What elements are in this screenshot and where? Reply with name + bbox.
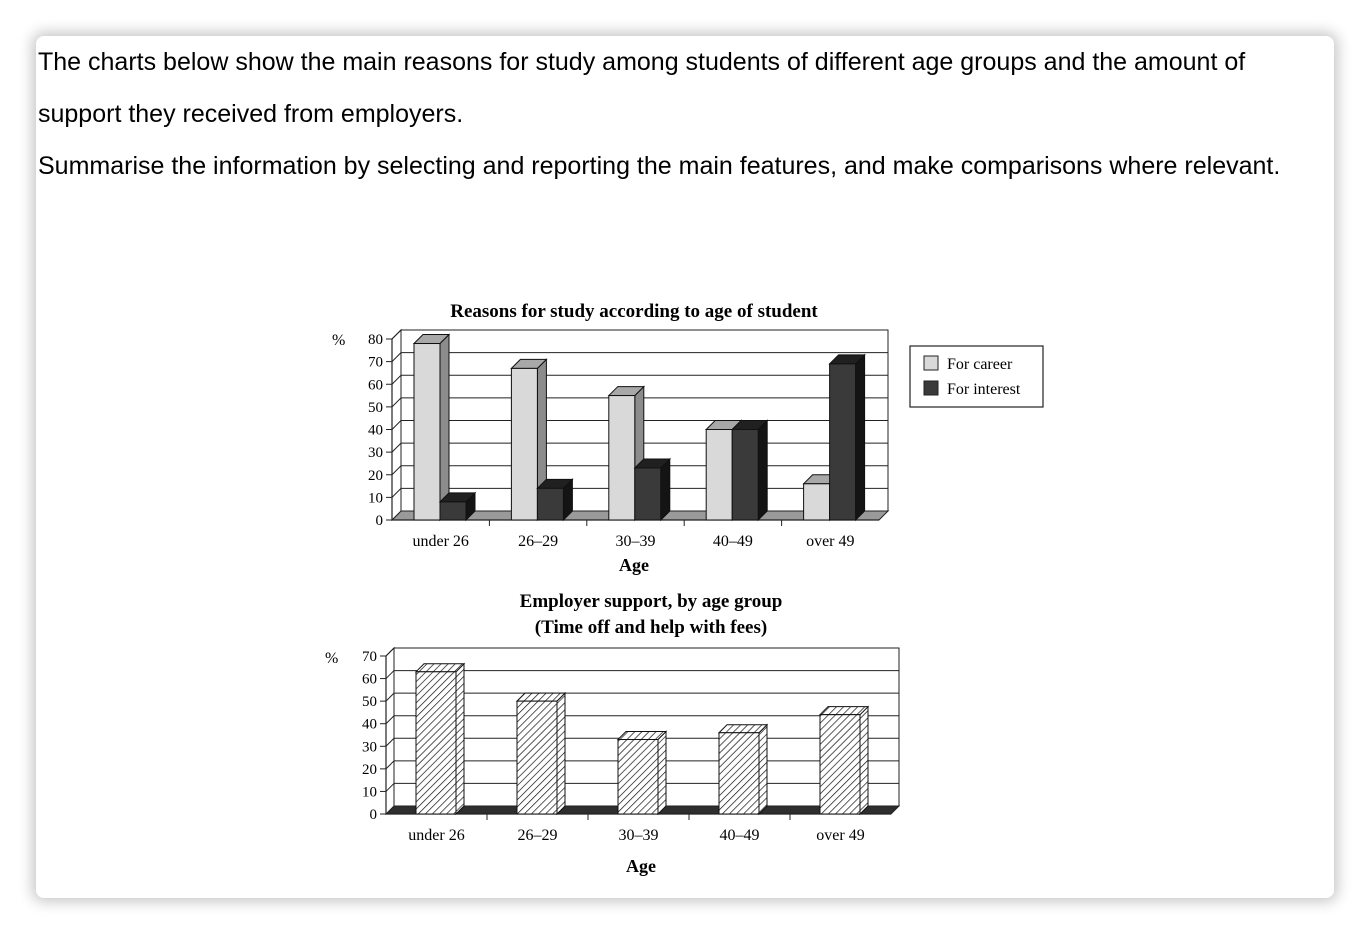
x-tick-label: over 49	[816, 827, 864, 844]
x-tick-label: 40–49	[713, 533, 753, 550]
reasons-y-axis-label: %	[332, 332, 345, 349]
x-tick-label: 40–49	[720, 827, 760, 844]
support-chart: Employer support, by age group (Time off…	[325, 591, 901, 876]
reasons-legend: For career For interest	[909, 345, 1044, 408]
y-tick-label: 30	[362, 739, 377, 755]
y-tick-label: 60	[362, 672, 377, 688]
support-chart-title: Employer support, by age group	[520, 591, 783, 612]
y-tick-label: 0	[370, 807, 378, 823]
y-tick-label: 50	[362, 694, 377, 710]
y-tick-label: 40	[362, 717, 377, 733]
y-tick-label: 40	[368, 423, 383, 439]
legend-swatch-career	[923, 355, 939, 371]
legend-label-interest: For interest	[947, 381, 1021, 398]
bar	[818, 705, 870, 816]
prompt-paragraph-2: Summarise the information by selecting a…	[38, 152, 1281, 180]
reasons-chart: Reasons for study according to age of st…	[332, 301, 1044, 575]
support-x-axis-label: Age	[626, 856, 656, 876]
y-tick-label: 60	[368, 377, 383, 393]
y-tick-label: 20	[368, 468, 383, 484]
bar	[412, 333, 451, 522]
y-tick-label: 20	[362, 762, 377, 778]
legend-swatch-interest	[923, 380, 939, 396]
bar	[515, 691, 567, 816]
x-tick-label: 26–29	[518, 827, 558, 844]
legend-label-career: For career	[947, 356, 1013, 373]
reasons-chart-title: Reasons for study according to age of st…	[450, 301, 818, 322]
y-tick-label: 0	[376, 513, 384, 529]
support-chart-subtitle: (Time off and help with fees)	[535, 617, 767, 638]
x-tick-label: over 49	[806, 533, 854, 550]
task-card: The charts below show the main reasons f…	[36, 36, 1334, 898]
bar	[730, 419, 769, 522]
x-tick-label: 30–39	[616, 533, 656, 550]
bar	[414, 662, 466, 816]
bar	[510, 358, 548, 522]
y-tick-label: 80	[368, 332, 383, 348]
y-tick-label: 10	[362, 784, 377, 800]
y-tick-label: 10	[368, 490, 383, 506]
y-tick-label: 50	[368, 400, 383, 416]
y-tick-label: 70	[368, 355, 383, 371]
reasons-x-axis-label: Age	[619, 555, 649, 575]
bar	[438, 491, 477, 522]
bar	[616, 730, 668, 816]
bar	[536, 478, 574, 522]
support-y-axis-label: %	[325, 650, 338, 667]
task-prompt: The charts below show the main reasons f…	[38, 36, 1332, 192]
prompt-paragraph-1: The charts below show the main reasons f…	[38, 48, 1246, 128]
y-tick-label: 70	[362, 649, 377, 665]
x-tick-label: under 26	[408, 827, 464, 844]
y-tick-label: 30	[368, 445, 383, 461]
x-tick-label: under 26	[412, 533, 468, 550]
bar	[828, 353, 866, 522]
x-tick-label: 30–39	[619, 827, 659, 844]
charts-figure: Reasons for study according to age of st…	[325, 301, 1044, 876]
bar	[717, 723, 769, 816]
x-tick-label: 26–29	[518, 533, 558, 550]
bar	[633, 457, 672, 522]
